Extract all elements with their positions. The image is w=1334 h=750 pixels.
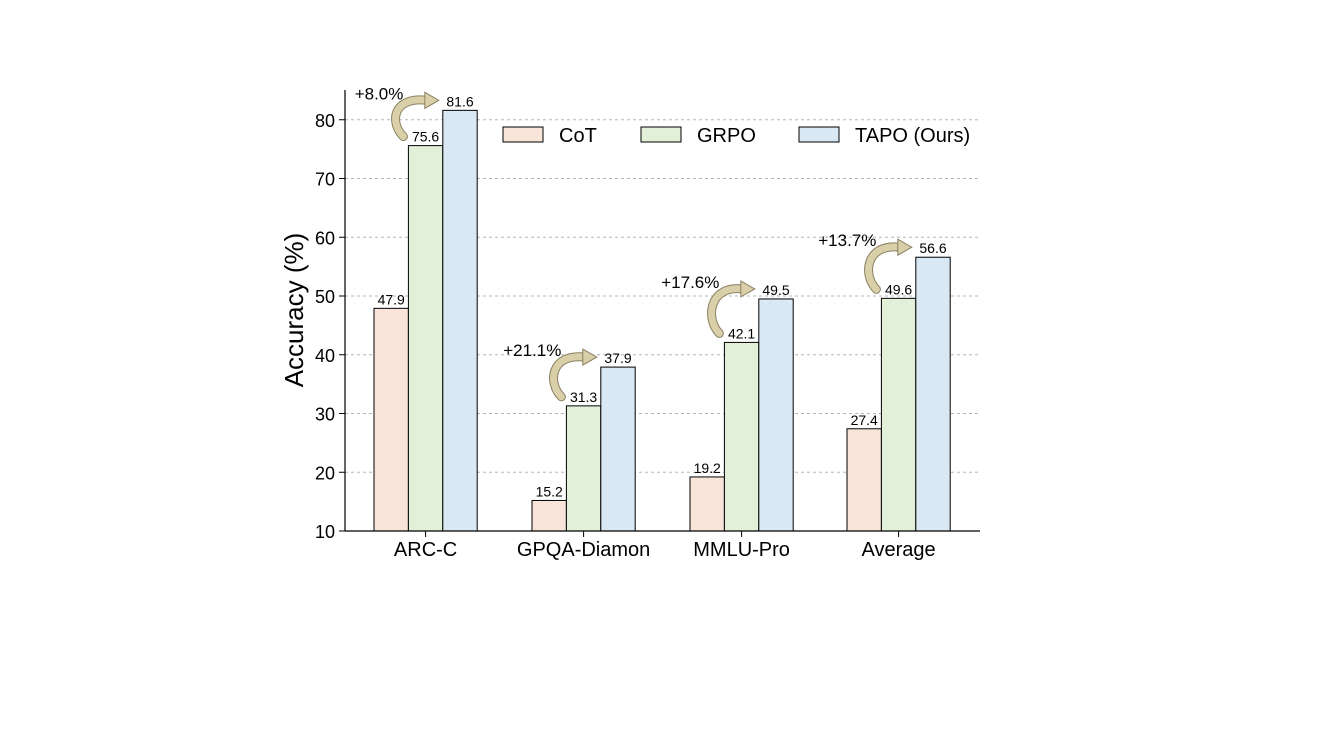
data-label: 49.6 — [885, 281, 912, 297]
gain-annotation: +13.7% — [818, 231, 876, 250]
x-tick-label: ARC-C — [394, 539, 457, 561]
y-tick-label: 40 — [315, 346, 335, 366]
legend-label: CoT — [559, 125, 597, 147]
bar-cot-arc-c — [373, 307, 409, 532]
data-label: 15.2 — [536, 483, 563, 499]
gain-arrow-head — [582, 348, 598, 366]
gain-annotation: +21.1% — [503, 341, 561, 360]
gain-arrow-head — [740, 280, 756, 298]
bar-grpo-average — [880, 297, 917, 532]
y-tick-label: 80 — [315, 111, 335, 131]
gain-arrows — [391, 91, 913, 402]
y-tick-label: 30 — [315, 405, 335, 425]
data-label: 81.6 — [446, 93, 473, 109]
gain-annotation: +17.6% — [661, 273, 719, 292]
legend: CoT GRPO TAPO (Ours) — [502, 125, 970, 147]
x-tick-label: MMLU-Pro — [693, 539, 790, 561]
gain-arrow — [392, 96, 431, 141]
gain-arrow — [865, 243, 904, 293]
x-tick-label: GPQA-Diamon — [517, 539, 650, 561]
y-tick-label: 20 — [315, 463, 335, 483]
bar-tapo-ours-arc-c — [442, 109, 478, 532]
legend-swatch — [798, 126, 840, 143]
bar-grpo-mmlu-pro — [723, 341, 760, 532]
data-label: 47.9 — [378, 291, 405, 307]
bar-cot-average — [846, 428, 882, 532]
y-tick-label: 10 — [315, 522, 335, 542]
y-axis-title: Accuracy (%) — [279, 233, 309, 388]
bars — [373, 109, 951, 532]
data-label: 37.9 — [604, 350, 631, 366]
bar-tapo-ours-gpqa-diamon — [600, 366, 636, 532]
data-label: 49.5 — [762, 282, 789, 298]
legend-label: GRPO — [697, 125, 756, 147]
y-tick-label: 70 — [315, 170, 335, 190]
legend-label: TAPO (Ours) — [855, 125, 970, 147]
y-tick-label: 50 — [315, 287, 335, 307]
axes — [339, 90, 980, 537]
bar-tapo-ours-mmlu-pro — [758, 298, 794, 532]
gain-arrow-head — [897, 238, 913, 257]
bar-grpo-arc-c — [407, 145, 444, 532]
data-label: 19.2 — [694, 460, 721, 476]
bar-grpo-gpqa-diamon — [565, 405, 602, 532]
labels: 10 20 30 40 50 60 70 80 47.9 15.2 19.2 27.4 75.6 31.3… — [279, 84, 947, 561]
data-label: 75.6 — [412, 129, 439, 145]
legend-swatch — [640, 126, 682, 143]
gain-arrow — [550, 353, 589, 401]
bar-tapo-ours-average — [915, 256, 951, 532]
gain-arrow-head — [424, 91, 440, 110]
data-label: 31.3 — [570, 389, 597, 405]
gain-arrow — [708, 285, 747, 337]
y-tick-label: 60 — [315, 228, 335, 248]
data-label: 42.1 — [728, 325, 755, 341]
bar-cot-gpqa-diamon — [531, 499, 567, 532]
data-label: 56.6 — [919, 240, 946, 256]
data-label: 27.4 — [851, 412, 878, 428]
bar-cot-mmlu-pro — [689, 476, 725, 532]
legend-swatch — [502, 126, 544, 143]
x-tick-label: Average — [862, 539, 936, 561]
gain-annotation: +8.0% — [355, 84, 404, 103]
